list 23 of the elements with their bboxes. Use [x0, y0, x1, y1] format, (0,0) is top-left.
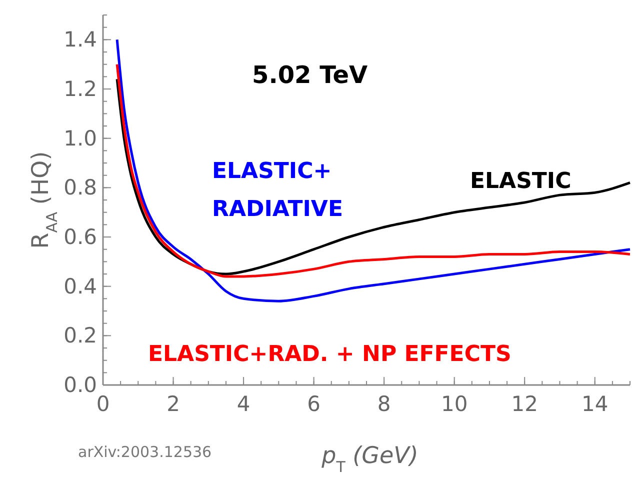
x-tick-label: 12	[511, 392, 538, 416]
text: arXiv:2003.12536	[78, 443, 212, 461]
line-series	[116, 38, 632, 302]
y-tick-label: 0.4	[64, 274, 97, 298]
y-tick-label: 0.0	[64, 373, 97, 397]
x-tick-label: 2	[166, 392, 180, 416]
y-tick-label: 0.2	[64, 324, 97, 348]
y-tick-label: 0.6	[64, 225, 97, 249]
y-tick-label: 0.8	[64, 176, 97, 200]
x-tick-label: 10	[440, 392, 468, 416]
series-label: ELASTIC+ RADIATIVE	[212, 159, 343, 222]
x-tick-label: 4	[236, 392, 250, 416]
x-axis-title: p$_{T}$ (GeV)	[320, 443, 418, 476]
x-tick-label: 8	[377, 392, 391, 416]
y-tick-label: 1.4	[64, 28, 97, 52]
series-label: ELASTIC	[470, 169, 572, 194]
x-tick-label: 0	[96, 392, 110, 416]
text: ELASTIC+RAD. + NP EFFECTS	[148, 342, 512, 367]
text: 5.02 TeV	[252, 61, 368, 89]
y-tick-label: 1.0	[64, 126, 97, 150]
x-tick-label: 14	[582, 392, 608, 416]
y-tick-label: 1.2	[64, 77, 97, 101]
x-tick-label: 6	[307, 392, 320, 416]
